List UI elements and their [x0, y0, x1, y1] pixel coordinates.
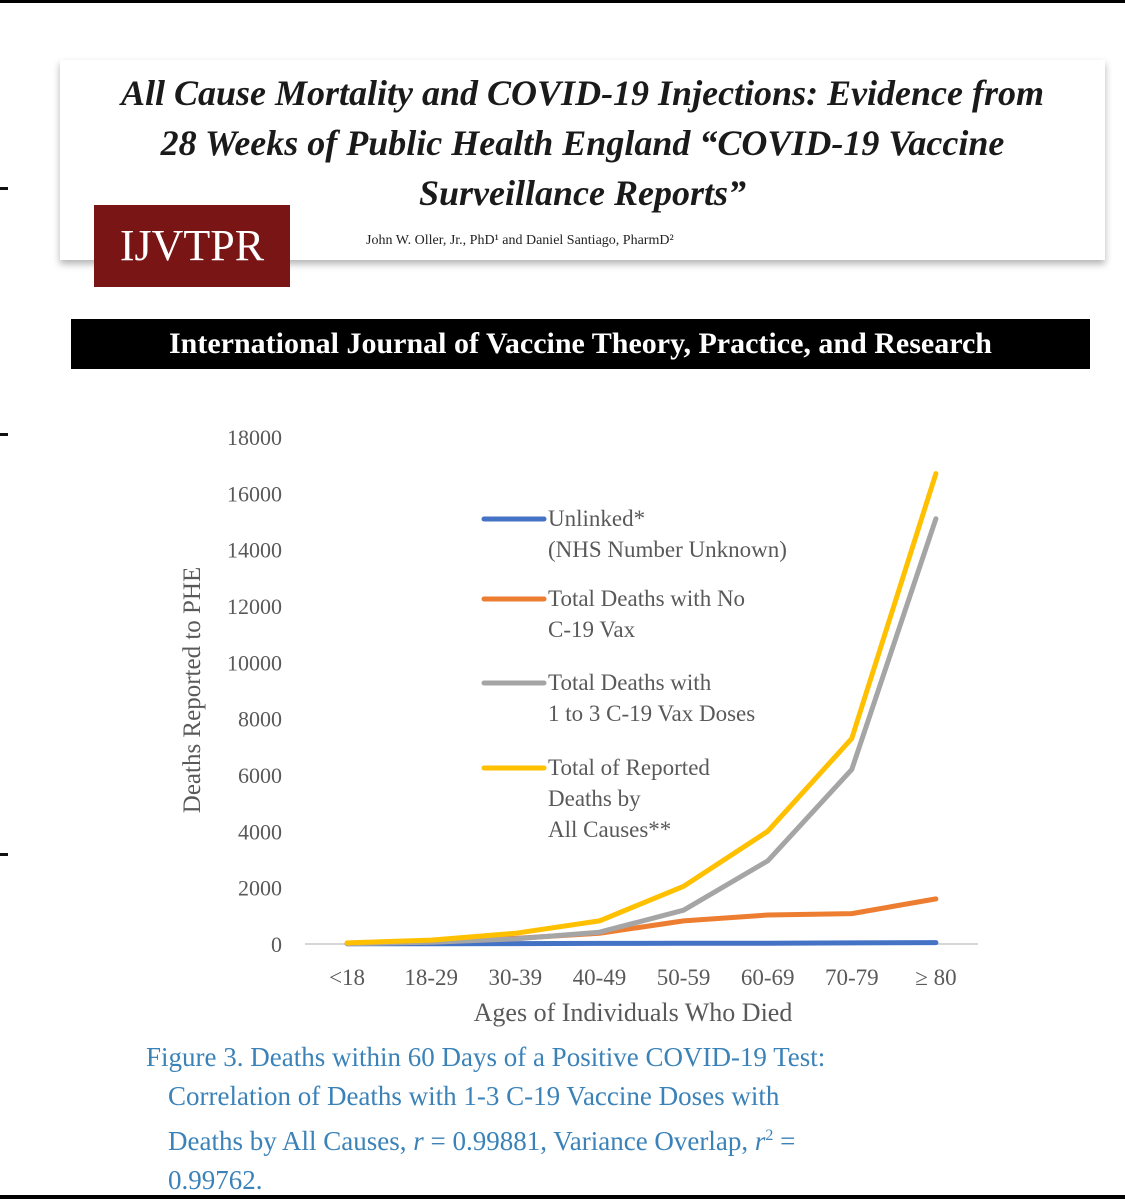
y-axis: 0 2000 4000 6000 8000 10000 12000 14000 16000 180… — [227, 425, 282, 957]
y-axis-label: Deaths Reported to PHE — [179, 567, 206, 813]
y-tick-label: 14000 — [227, 538, 282, 563]
y-tick-label: 8000 — [238, 707, 282, 732]
x-tick-label: <18 — [329, 965, 365, 990]
legend-label-2: C-19 Vax — [548, 617, 636, 642]
y-tick-label: 12000 — [227, 594, 282, 619]
x-tick-label: 60-69 — [741, 965, 795, 990]
x-tick-label: 18-29 — [404, 965, 458, 990]
edge-tick-3 — [0, 853, 8, 856]
caption-line-1: Figure 3. Deaths within 60 Days of a Pos… — [146, 1042, 826, 1072]
legend-label-2: Total Deaths with No — [548, 586, 745, 611]
caption-text-b: = 0.99881, Variance Overlap, — [423, 1126, 755, 1156]
legend-label-4: All Causes** — [548, 817, 671, 842]
caption-superscript: 2 — [765, 1127, 774, 1144]
legend-label-4: Total of Reported — [548, 755, 710, 780]
chart-legend: Unlinked* (NHS Number Unknown) Total Death… — [481, 506, 787, 842]
legend-label-3: 1 to 3 C-19 Vax Doses — [548, 701, 755, 726]
y-tick-label: 4000 — [238, 819, 282, 844]
caption-line-2: Correlation of Deaths with 1-3 C-19 Vacc… — [168, 1081, 780, 1111]
series-line-4 — [344, 471, 939, 946]
caption-r2: r — [754, 1126, 766, 1156]
figure-caption: Figure 3. Deaths within 60 Days of a Pos… — [146, 1038, 1006, 1199]
caption-r: r — [413, 1126, 424, 1156]
caption-text-a: Deaths by All Causes, — [168, 1126, 414, 1156]
top-border — [0, 0, 1125, 3]
series-lines — [344, 471, 939, 947]
y-tick-label: 6000 — [238, 763, 282, 788]
legend-label-1: (NHS Number Unknown) — [548, 537, 787, 562]
y-tick-label: 2000 — [238, 876, 282, 901]
y-tick-label: 16000 — [227, 481, 282, 506]
paper-title-line-1: All Cause Mortality and COVID-19 Injecti… — [120, 73, 1045, 113]
x-axis: <18 18-29 30-39 40-49 50-59 60-69 70-79 ≥ 80 — [329, 965, 957, 990]
legend-label-4: Deaths by — [548, 786, 641, 811]
caption-line-3: Deaths by All Causes, r = 0.99881, Varia… — [146, 1116, 1006, 1161]
y-tick-label: 0 — [271, 932, 282, 957]
journal-logo: IJVTPR — [94, 205, 290, 287]
legend-label-3: Total Deaths with — [548, 670, 712, 695]
y-tick-label: 18000 — [227, 425, 282, 450]
bottom-border — [0, 1195, 1125, 1199]
edge-tick-1 — [0, 187, 8, 190]
paper-authors: John W. Oller, Jr., PhD¹ and Daniel Sant… — [366, 233, 674, 248]
x-tick-label: 30-39 — [488, 965, 542, 990]
x-tick-label: ≥ 80 — [915, 965, 956, 990]
paper-title-line-2: 28 Weeks of Public Health England “COVID… — [160, 123, 1005, 163]
series-line-3 — [344, 516, 939, 947]
y-tick-label: 10000 — [227, 650, 282, 675]
caption-text-c: = — [773, 1126, 796, 1156]
line-chart: 0 2000 4000 6000 8000 10000 12000 14000 16000 180… — [179, 425, 978, 1027]
edge-tick-2 — [0, 433, 8, 436]
x-tick-label: 70-79 — [825, 965, 879, 990]
paper-title: All Cause Mortality and COVID-19 Injecti… — [60, 68, 1105, 218]
journal-name-banner: International Journal of Vaccine Theory,… — [71, 319, 1090, 369]
x-tick-label: 50-59 — [657, 965, 711, 990]
x-tick-label: 40-49 — [573, 965, 627, 990]
x-axis-label: Ages of Individuals Who Died — [474, 998, 793, 1027]
caption-line-4: 0.99762. — [168, 1165, 263, 1195]
legend-label-1: Unlinked* — [548, 506, 645, 531]
paper-title-line-3: Surveillance Reports” — [418, 173, 746, 213]
